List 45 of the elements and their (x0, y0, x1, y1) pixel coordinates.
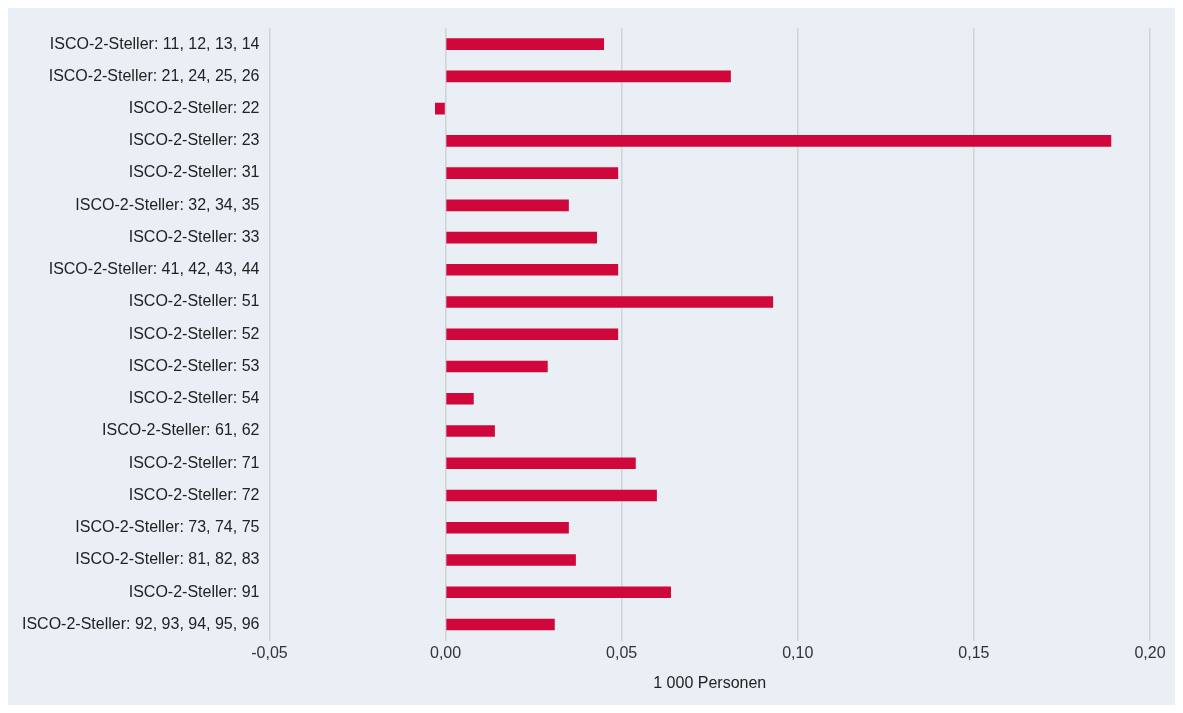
y-tick-label: ISCO-2-Steller: 73, 74, 75 (75, 518, 260, 536)
bar (446, 135, 1112, 147)
bar (446, 360, 548, 373)
y-tick-label: ISCO-2-Steller: 54 (128, 389, 260, 407)
x-tick-label: -0,05 (251, 643, 288, 661)
bar (446, 328, 619, 341)
bar (446, 425, 495, 437)
y-tick-label: ISCO-2-Steller: 22 (128, 99, 260, 117)
y-tick-label: ISCO-2-Steller: 33 (128, 227, 260, 245)
bar (446, 618, 555, 631)
y-tick-label: ISCO-2-Steller: 91 (128, 582, 260, 600)
x-tick-label: 0,00 (430, 643, 462, 661)
bar (435, 102, 445, 115)
x-tick-label: 0,20 (1134, 643, 1166, 661)
bar (446, 167, 619, 179)
bar (446, 231, 598, 244)
bar (446, 392, 474, 405)
bar (446, 199, 569, 212)
y-tick-label: ISCO-2-Steller: 81, 82, 83 (75, 550, 260, 568)
bar (446, 489, 657, 502)
bar (446, 457, 636, 470)
bar (446, 264, 619, 276)
y-tick-label: ISCO-2-Steller: 72 (128, 485, 260, 503)
y-tick-label: ISCO-2-Steller: 92, 93, 94, 95, 96 (21, 614, 260, 632)
bar (446, 521, 569, 534)
y-tick-label: ISCO-2-Steller: 71 (128, 453, 260, 471)
y-tick-label: ISCO-2-Steller: 51 (128, 292, 260, 310)
bar (446, 554, 576, 566)
bar (446, 296, 774, 308)
y-tick-label: ISCO-2-Steller: 41, 42, 43, 44 (48, 260, 260, 278)
y-tick-label: ISCO-2-Steller: 11, 12, 13, 14 (49, 34, 260, 52)
x-axis-title: 1 000 Personen (653, 673, 767, 691)
bar (446, 70, 731, 83)
y-tick-label: ISCO-2-Steller: 52 (128, 324, 260, 342)
x-tick-label: 0,10 (782, 643, 814, 661)
y-tick-label: ISCO-2-Steller: 32, 34, 35 (75, 195, 260, 213)
x-tick-label: 0,05 (606, 643, 638, 661)
bar (446, 586, 671, 599)
bar (446, 38, 605, 50)
y-tick-label: ISCO-2-Steller: 61, 62 (102, 421, 260, 439)
y-tick-label: ISCO-2-Steller: 23 (128, 131, 260, 149)
x-tick-label: 0,15 (958, 643, 990, 661)
y-tick-label: ISCO-2-Steller: 53 (128, 356, 260, 374)
y-tick-label: ISCO-2-Steller: 21, 24, 25, 26 (48, 66, 260, 84)
y-tick-label: ISCO-2-Steller: 31 (128, 163, 260, 181)
